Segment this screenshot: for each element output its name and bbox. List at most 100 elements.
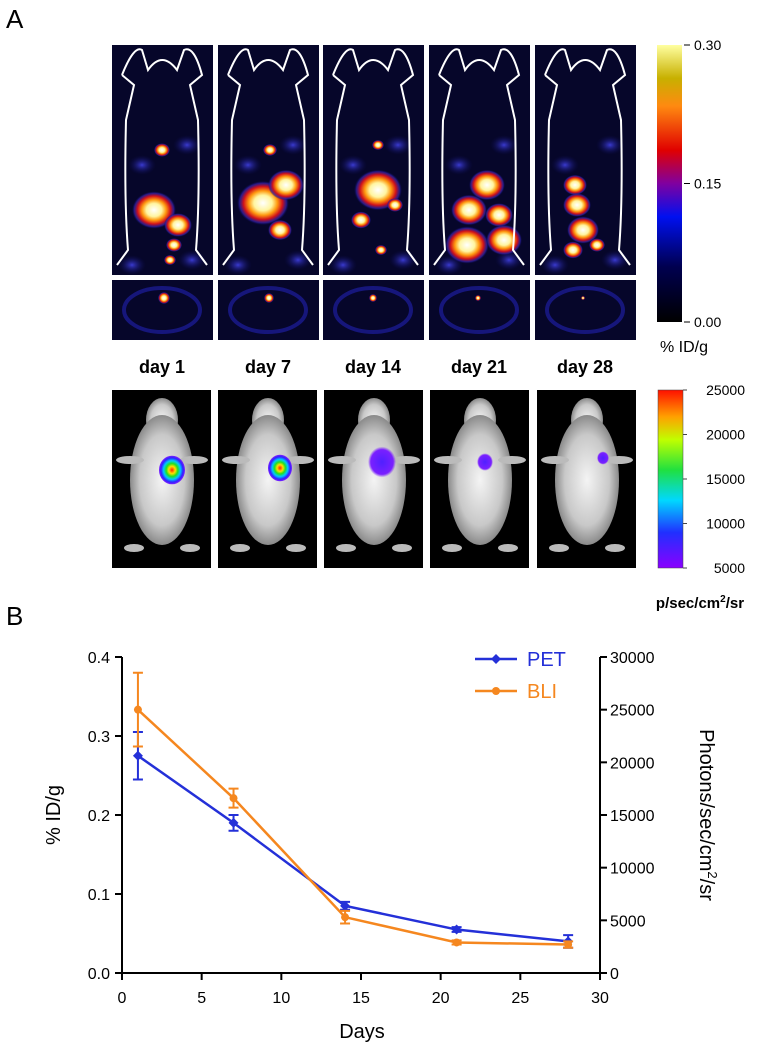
colorbar-tick-label: 5000: [714, 560, 745, 576]
mouse-limb: [434, 456, 462, 464]
label-part: /sr: [726, 595, 745, 612]
mouse-body: [555, 415, 619, 545]
mouse-limb: [230, 544, 250, 552]
y2-axis-label: Photons/sec/cm2/sr: [695, 729, 720, 901]
mouse-limb: [286, 456, 314, 464]
mouse-limb: [498, 456, 526, 464]
mouse-limb: [180, 544, 200, 552]
series-line: [137, 754, 569, 943]
colorbar-tick-label: 15000: [706, 471, 745, 487]
label-part: /sr: [695, 879, 717, 902]
pet-noise: [601, 250, 629, 270]
mouse-limb: [116, 456, 144, 464]
axial-ring: [333, 286, 413, 334]
data-point: [452, 938, 461, 947]
pet-signal: [567, 216, 599, 244]
y-tick-label: 0.1: [88, 887, 110, 904]
pet-noise: [118, 255, 146, 275]
label-part: 2: [705, 871, 720, 878]
mouse-outline: [433, 48, 525, 266]
pet-noise: [178, 250, 206, 270]
pet-noise: [224, 255, 252, 275]
axial-signal: [264, 293, 274, 303]
x-tick-label: 30: [591, 990, 609, 1007]
day-label: day 21: [451, 357, 507, 377]
mouse-limb: [605, 456, 633, 464]
data-point: [229, 794, 238, 803]
pet-noise: [339, 155, 367, 175]
pet-signal: [563, 193, 591, 217]
day-label: day 28: [557, 357, 613, 377]
mouse-outline: [116, 48, 208, 266]
mouse-body: [448, 415, 512, 545]
day-label: day 7: [245, 357, 291, 377]
legend-marker: [491, 654, 501, 664]
data-point: [228, 817, 239, 828]
axial-signal: [475, 295, 481, 301]
pet-signal: [563, 241, 583, 259]
y2-tick-label: 20000: [610, 755, 655, 772]
pet-signal: [445, 226, 489, 264]
pet-noise: [284, 250, 312, 270]
mouse-limb: [124, 544, 144, 552]
pet-noise: [279, 135, 307, 155]
legend-label: BLI: [527, 681, 557, 703]
x-axis-label: Days: [339, 1021, 385, 1043]
bli-colorbar: [657, 389, 684, 569]
legend-marker: [492, 687, 500, 695]
mouse-limb: [549, 544, 569, 552]
colorbar-tick-label: 10000: [706, 516, 745, 532]
mouse-limb: [328, 456, 356, 464]
colorbar-tick-label: 0.15: [694, 176, 721, 192]
pet-signal: [589, 238, 605, 252]
data-point: [341, 913, 350, 922]
pet-signal: [164, 254, 176, 266]
pet-noise: [551, 155, 579, 175]
panel-label: B: [6, 601, 23, 631]
mouse-body: [130, 415, 194, 545]
pet-signal: [351, 211, 371, 229]
axial-ring: [122, 286, 202, 334]
pet-noise: [445, 155, 473, 175]
mouse-body: [342, 415, 406, 545]
pet-noise: [384, 135, 412, 155]
series-line: [137, 708, 569, 946]
axial-ring: [439, 286, 519, 334]
pet-noise: [541, 255, 569, 275]
mouse-limb: [222, 456, 250, 464]
day-label: day 14: [345, 357, 401, 377]
y-tick-label: 0.3: [88, 729, 110, 746]
bli-colorbar-label: p/sec/cm2/sr: [656, 594, 744, 612]
pet-signal: [268, 169, 304, 201]
y2-tick-label: 0: [610, 966, 619, 983]
axial-signal: [158, 292, 170, 304]
data-point: [133, 705, 142, 714]
mouse-limb: [605, 544, 625, 552]
x-tick-label: 25: [511, 990, 529, 1007]
x-tick-label: 10: [272, 990, 290, 1007]
x-tick-label: 15: [352, 990, 370, 1007]
mouse-limb: [286, 544, 306, 552]
mouse-limb: [541, 456, 569, 464]
panel-label: A: [6, 4, 24, 34]
mouse-outline: [222, 48, 314, 266]
pet-noise: [329, 255, 357, 275]
axial-signal: [369, 294, 377, 302]
pet-signal: [486, 224, 522, 256]
pet-noise: [234, 155, 262, 175]
data-point: [564, 940, 573, 949]
pet-noise: [128, 155, 156, 175]
label-part: Photons/sec/cm: [695, 729, 717, 871]
axial-signal: [581, 296, 585, 300]
legend-label: PET: [527, 649, 566, 671]
colorbar-tick-label: 0.30: [694, 37, 721, 53]
y-tick-label: 0.0: [88, 966, 110, 983]
axial-ring: [545, 286, 625, 334]
x-tick-label: 0: [118, 990, 127, 1007]
pet-noise: [596, 135, 624, 155]
mouse-limb: [392, 544, 412, 552]
pet-colorbar-label: % ID/g: [660, 339, 708, 356]
colorbar-tick-label: 0.00: [694, 314, 721, 330]
